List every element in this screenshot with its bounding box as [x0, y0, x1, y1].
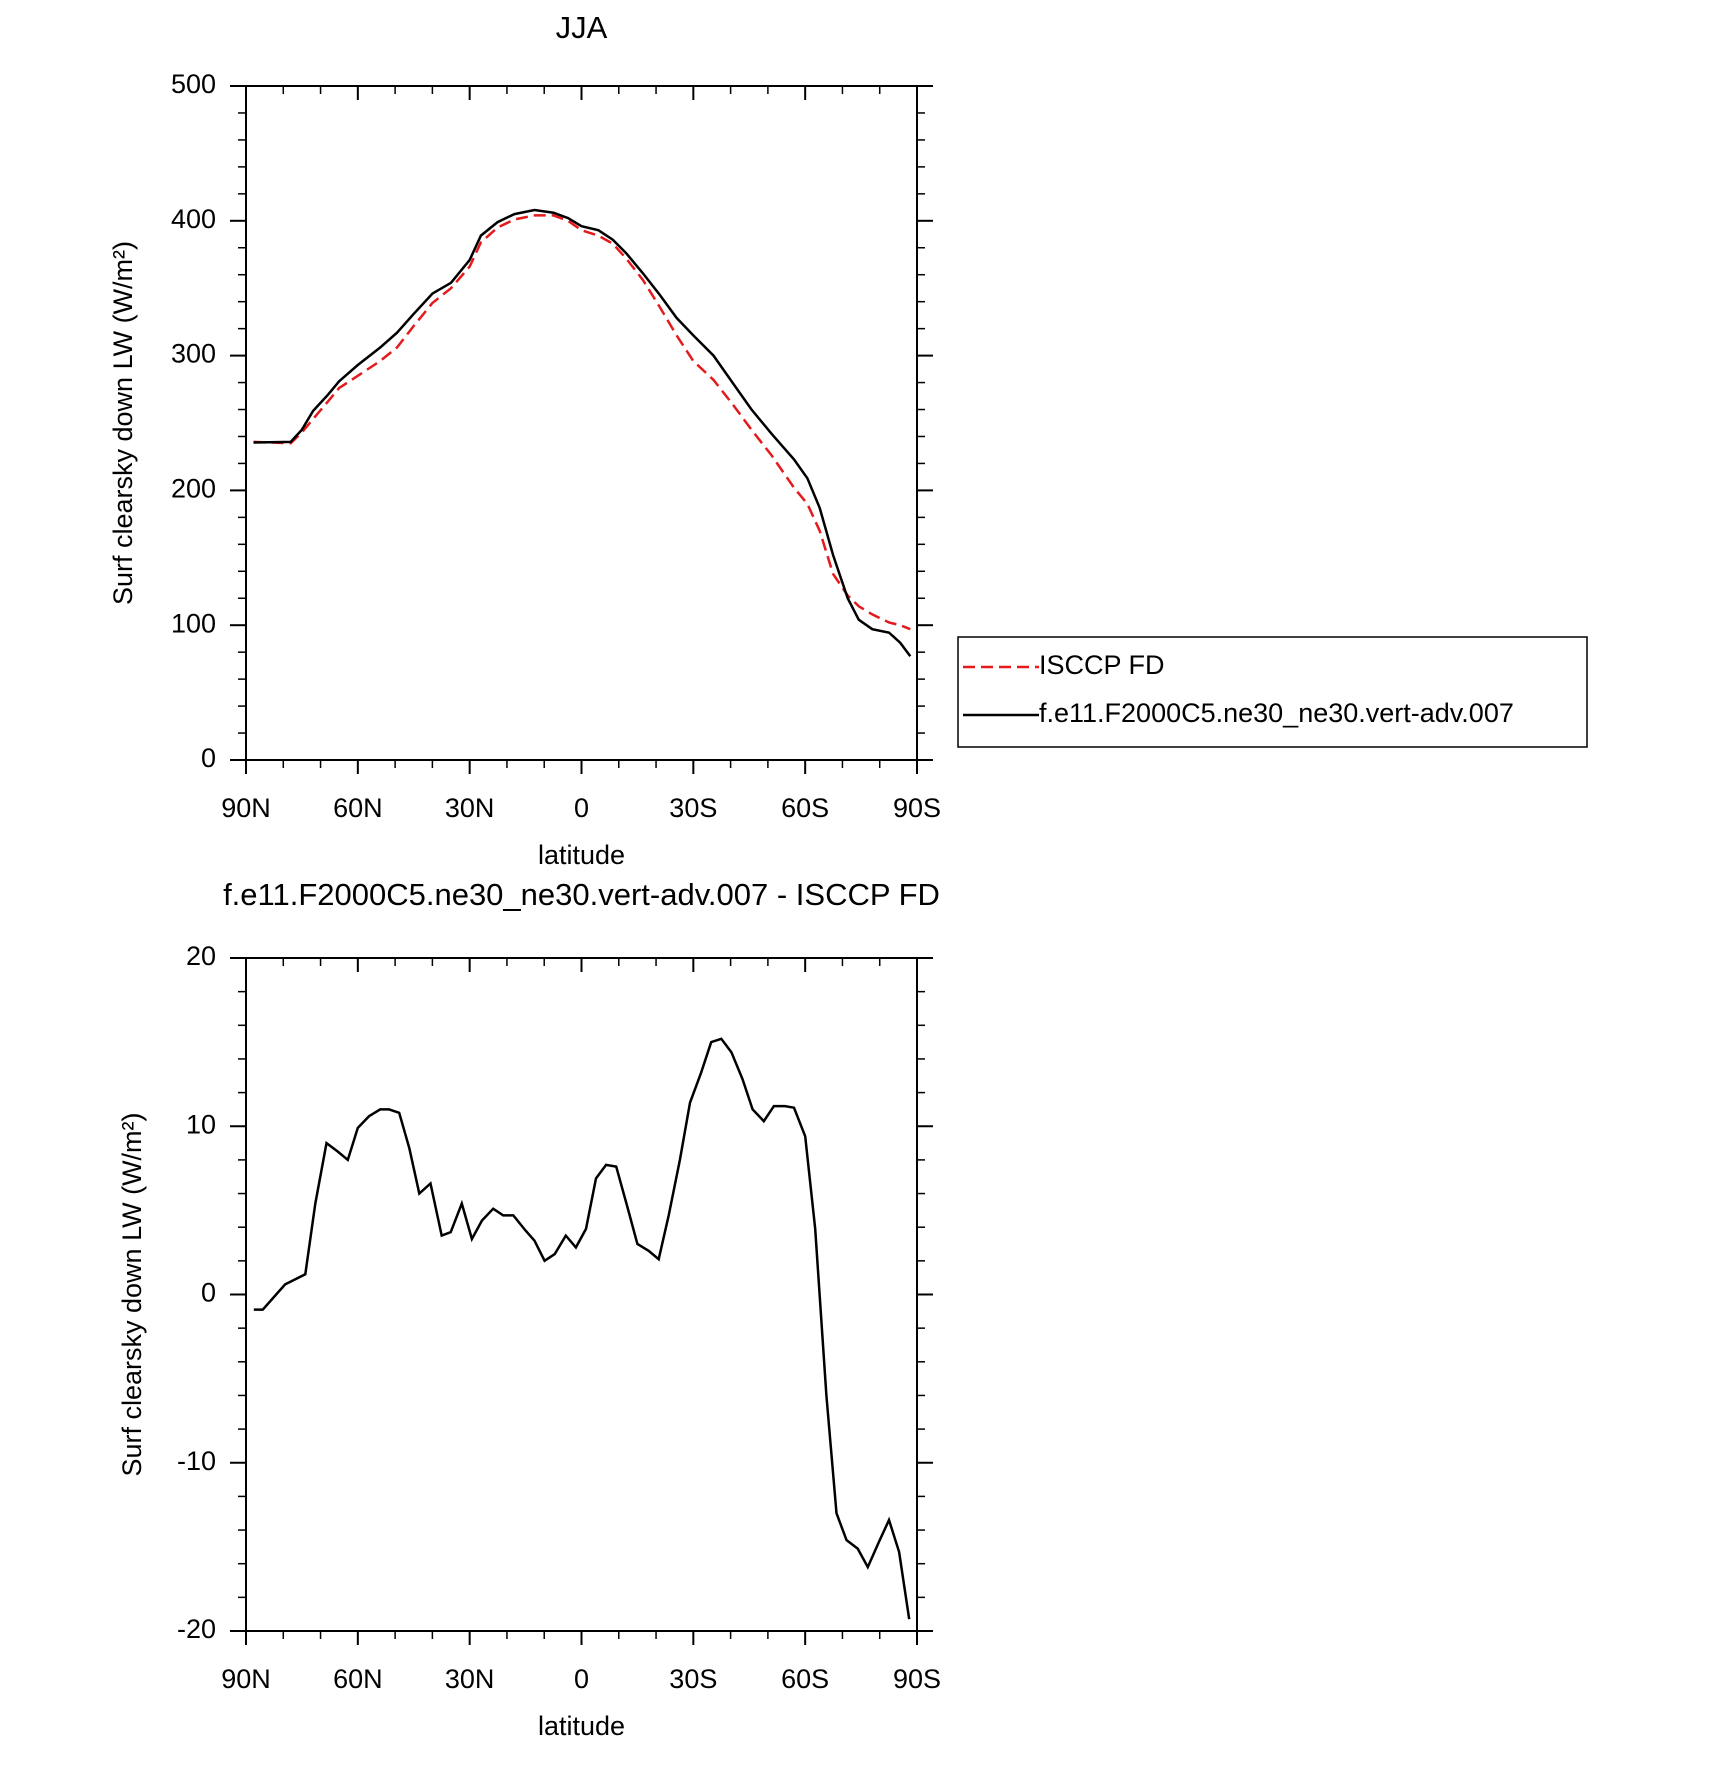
y-tick-label: 500: [171, 69, 216, 99]
y-axis-label: Surf clearsky down LW (W/m²): [117, 1112, 147, 1476]
x-tick-label: 30S: [669, 793, 717, 823]
y-tick-label: 10: [186, 1109, 216, 1139]
legend-box: [957, 636, 1588, 748]
x-tick-label: 90N: [221, 1664, 271, 1694]
chart-title: JJA: [556, 10, 608, 45]
y-tick-label: 300: [171, 339, 216, 369]
x-tick-label: 30N: [445, 1664, 495, 1694]
chart: JJA latitude Surf clearsky down LW (W/m²) 0…: [108, 10, 1588, 870]
x-tick-label: 30N: [445, 793, 495, 823]
chart: f.e11.F2000C5.ne30_ne30.vert-adv.007 - I…: [117, 877, 941, 1741]
chart-title: f.e11.F2000C5.ne30_ne30.vert-adv.007 - I…: [223, 877, 940, 912]
plot-frame: [245, 957, 918, 1632]
x-tick-label: 60N: [333, 793, 383, 823]
x-tick-label: 60N: [333, 1664, 383, 1694]
x-axis-label: latitude: [538, 840, 625, 870]
x-tick-label: 0: [574, 1664, 589, 1694]
legend-label: ISCCP FD: [1039, 650, 1165, 680]
y-tick-label: 400: [171, 204, 216, 234]
y-tick-label: 0: [201, 1278, 216, 1308]
x-tick-label: 30S: [669, 1664, 717, 1694]
x-tick-label: 60S: [781, 1664, 829, 1694]
data-line: [253, 214, 911, 631]
x-tick-label: 60S: [781, 793, 829, 823]
x-tick-label: 90S: [893, 793, 941, 823]
y-axis-label: Surf clearsky down LW (W/m²): [108, 241, 138, 605]
y-tick-label: 0: [201, 743, 216, 773]
y-tick-label: -20: [177, 1614, 216, 1644]
legend-label: f.e11.F2000C5.ne30_ne30.vert-adv.007: [1039, 698, 1514, 728]
y-tick-label: 200: [171, 474, 216, 504]
y-tick-label: 100: [171, 608, 216, 638]
y-tick-label: -10: [177, 1446, 216, 1476]
y-tick-label: 20: [186, 941, 216, 971]
plot-frame: [245, 85, 918, 761]
data-line: [253, 1037, 911, 1620]
x-tick-label: 90N: [221, 793, 271, 823]
data-line: [253, 208, 912, 657]
x-axis-label: latitude: [538, 1711, 625, 1741]
x-tick-label: 0: [574, 793, 589, 823]
x-tick-label: 90S: [893, 1664, 941, 1694]
